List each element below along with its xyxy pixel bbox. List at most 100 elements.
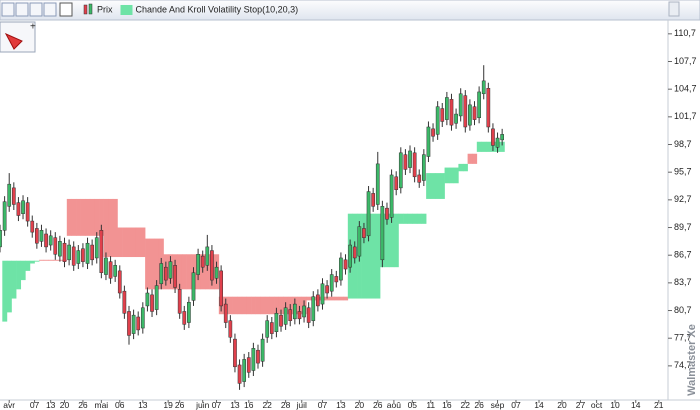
- candle-body: [117, 270, 122, 294]
- stop-segment: [205, 254, 210, 290]
- y-tick-label: 98,7: [674, 139, 692, 149]
- candle-body: [435, 106, 440, 135]
- candle-body: [468, 104, 472, 126]
- x-tick-label: 20: [355, 400, 365, 410]
- candle-body: [412, 152, 417, 178]
- stop-segment: [412, 213, 418, 224]
- candle-body: [316, 294, 320, 307]
- stop-segment: [25, 260, 31, 271]
- candle-body: [334, 276, 339, 283]
- stop-segment: [467, 153, 473, 164]
- candle-body: [16, 202, 21, 216]
- candle-body: [2, 201, 7, 231]
- candle-body: [279, 314, 283, 327]
- x-tick-label: 27: [576, 400, 586, 410]
- candle-body: [329, 274, 334, 292]
- candle-body: [71, 246, 76, 266]
- tool-button[interactable]: [29, 2, 43, 17]
- x-tick-label: sep: [491, 400, 505, 410]
- tool-button[interactable]: [59, 2, 73, 17]
- y-tick-label: 107,7: [674, 56, 697, 66]
- candle-body: [104, 257, 108, 275]
- stop-segment: [246, 296, 252, 315]
- stop-segment: [29, 260, 35, 264]
- candle-body: [366, 191, 371, 237]
- legend-label: Chande And Kroll Volatility Stop(10,20,3…: [136, 4, 299, 14]
- x-tick-label: 13: [230, 400, 240, 410]
- stop-segment: [76, 198, 81, 236]
- stop-segment: [11, 260, 17, 299]
- candle-body: [154, 285, 159, 310]
- candle-body: [53, 237, 58, 255]
- stop-segment: [306, 296, 312, 301]
- stop-segment: [131, 227, 137, 258]
- candle-body: [288, 309, 293, 321]
- x-tick-label: 22: [461, 400, 471, 410]
- x-tick-label: 20: [60, 400, 70, 410]
- candle-body: [81, 248, 85, 262]
- stop-segment: [264, 296, 270, 315]
- candles: [0, 65, 505, 390]
- stop-segment: [260, 296, 266, 315]
- scroll-button[interactable]: [668, 1, 680, 17]
- drawing-tool[interactable]: +: [0, 21, 36, 53]
- candle-body: [458, 93, 463, 117]
- stop-segment: [103, 198, 109, 258]
- candle-body: [99, 230, 104, 273]
- plus-icon: +: [30, 22, 36, 33]
- candle-body: [274, 313, 279, 332]
- stop-segment: [66, 198, 72, 236]
- candle-body: [265, 320, 270, 338]
- x-tick-label: 07: [212, 400, 222, 410]
- tool-box[interactable]: [0, 21, 36, 53]
- candle-body: [445, 97, 449, 120]
- tool-button[interactable]: [43, 2, 57, 17]
- stop-segment: [444, 167, 450, 184]
- stop-segment: [375, 213, 381, 299]
- x-tick-label: 26: [78, 400, 88, 410]
- candle-body: [85, 242, 90, 264]
- candle-body: [297, 311, 302, 320]
- stop-segment: [186, 254, 192, 290]
- stop-segment: [112, 198, 118, 258]
- candle-body: [426, 126, 431, 157]
- candle-body: [191, 272, 196, 301]
- axes: 74,7 77,7 80,7 83,7 86,7 89,7 92,7 95,7 98,7 101,…: [3, 28, 696, 410]
- candle-body: [375, 163, 380, 205]
- tool-button[interactable]: [1, 2, 15, 17]
- x-tick-label: 16: [442, 400, 452, 410]
- stop-segment: [426, 173, 432, 199]
- candle-body: [187, 301, 191, 323]
- candle-body: [233, 338, 237, 368]
- candle-body: [214, 266, 219, 279]
- candle-body: [394, 176, 399, 190]
- legend-swatch: [83, 4, 88, 15]
- x-tick-label: 11: [426, 400, 435, 410]
- x-tick-label: 10: [610, 400, 620, 410]
- candle-body: [145, 292, 150, 307]
- stop-segment: [177, 254, 183, 290]
- stop-segment: [80, 198, 86, 236]
- stop-segment: [140, 227, 146, 258]
- candle-body: [357, 226, 362, 257]
- stop-segment: [476, 141, 482, 152]
- candle-body: [136, 316, 141, 331]
- y-tick-label: 92,7: [674, 194, 692, 204]
- stop-segment: [366, 213, 372, 299]
- candle-body: [495, 137, 500, 148]
- stop-segment: [421, 213, 427, 224]
- x-tick-label: 13: [46, 400, 56, 410]
- candle-body: [44, 233, 48, 248]
- x-tick-label: 28: [281, 400, 291, 410]
- candle-body: [306, 307, 311, 323]
- tool-button[interactable]: [15, 2, 29, 17]
- candle-body: [431, 128, 435, 137]
- x-tick-label: mai: [95, 400, 109, 410]
- y-tick-label: 95,7: [674, 167, 692, 177]
- candle-body: [228, 320, 233, 338]
- stop-segment: [274, 296, 280, 315]
- candle-body: [25, 202, 30, 222]
- candle-body: [389, 174, 394, 218]
- stop-segment: [269, 296, 275, 315]
- stop-segment: [2, 260, 8, 322]
